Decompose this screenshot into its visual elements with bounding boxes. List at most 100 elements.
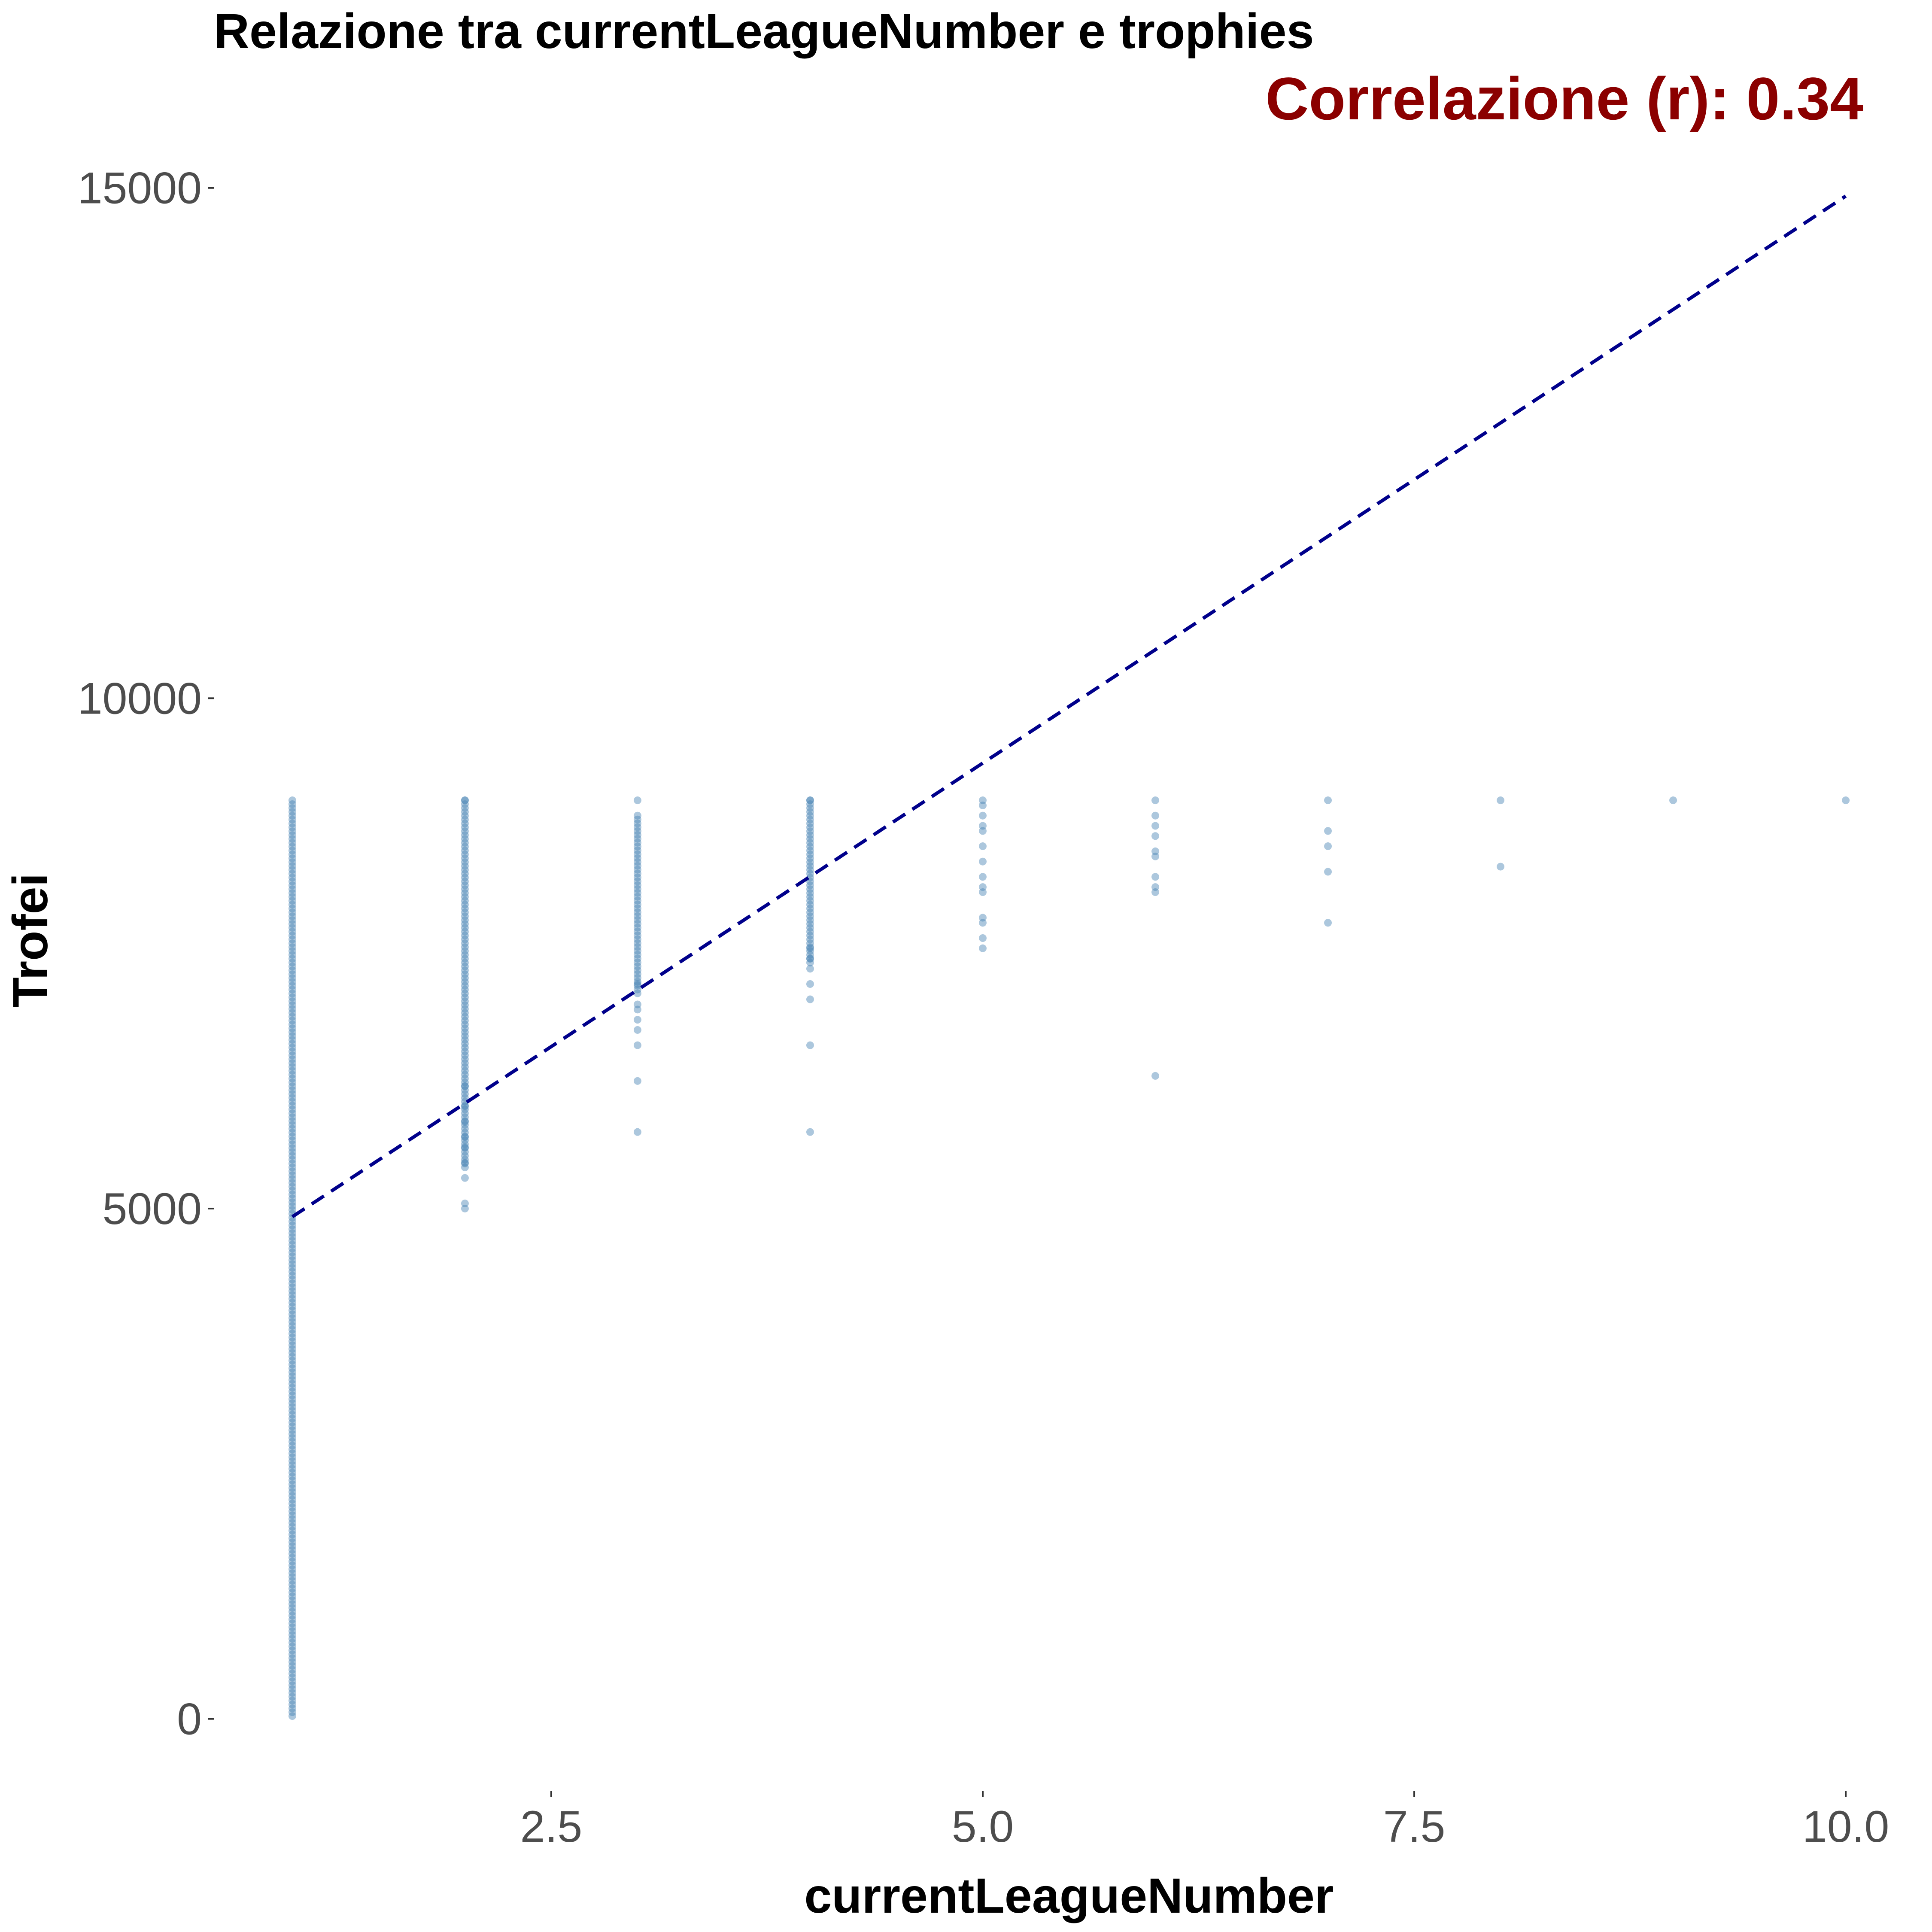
data-point (288, 1415, 296, 1423)
data-point (288, 1449, 296, 1458)
data-point (806, 924, 814, 932)
data-point (1324, 796, 1332, 805)
data-point (288, 866, 296, 874)
data-point (288, 1391, 296, 1400)
data-point (288, 990, 296, 998)
data-point (633, 842, 641, 851)
data-point (288, 1364, 296, 1373)
data-point (288, 986, 296, 994)
data-point (978, 811, 987, 820)
data-point (1151, 796, 1160, 805)
data-point (288, 1500, 296, 1508)
data-point (461, 905, 469, 913)
data-point (288, 1183, 296, 1191)
data-point (461, 1048, 469, 1056)
data-point (288, 1712, 296, 1720)
data-point (288, 1024, 296, 1033)
data-point (461, 912, 469, 920)
data-point (461, 1163, 469, 1172)
data-point (288, 796, 296, 805)
data-point (288, 920, 296, 928)
data-point (288, 1279, 296, 1288)
data-point (806, 943, 814, 951)
data-point (288, 812, 296, 820)
data-point (806, 866, 814, 874)
data-point (461, 1133, 469, 1141)
data-point (288, 1550, 296, 1558)
data-point (288, 1086, 296, 1094)
data-point (461, 847, 469, 855)
data-point (288, 808, 296, 816)
data-point (978, 883, 987, 891)
data-point (288, 1488, 296, 1496)
data-point (1497, 796, 1505, 805)
data-point (1324, 827, 1332, 835)
data-point (978, 796, 987, 805)
data-point (461, 1032, 469, 1040)
data-point (461, 1200, 469, 1208)
data-point (461, 1118, 469, 1126)
data-point (288, 1461, 296, 1469)
data-point (288, 908, 296, 917)
data-point (461, 963, 469, 971)
data-point (288, 1179, 296, 1187)
data-point (288, 1117, 296, 1125)
data-point (461, 1113, 469, 1121)
data-point (806, 839, 814, 847)
data-point (288, 1318, 296, 1326)
data-point (461, 854, 469, 863)
data-point (288, 912, 296, 920)
data-point (633, 819, 641, 827)
data-point (461, 885, 469, 893)
data-point (288, 924, 296, 932)
data-point (633, 916, 641, 924)
data-point (1324, 919, 1332, 927)
data-point (1669, 796, 1677, 805)
data-point (806, 889, 814, 897)
data-point (633, 835, 641, 843)
data-point (806, 920, 814, 928)
data-point (288, 1337, 296, 1346)
data-point (288, 1229, 296, 1237)
data-point (461, 936, 469, 944)
data-point (288, 1446, 296, 1454)
data-point (633, 923, 641, 932)
data-point (288, 1708, 296, 1716)
data-point (461, 1103, 469, 1111)
data-point (288, 916, 296, 924)
data-point (633, 951, 641, 959)
data-point (633, 989, 641, 997)
data-point (288, 1005, 296, 1013)
data-point (288, 1075, 296, 1083)
data-point (461, 974, 469, 982)
data-point (288, 874, 296, 882)
data-point (288, 1376, 296, 1384)
data-point (288, 1260, 296, 1268)
data-point (288, 1221, 296, 1230)
data-point (288, 1384, 296, 1392)
data-point (806, 847, 814, 855)
data-point (806, 936, 814, 944)
data-point (288, 951, 296, 959)
data-point (288, 1144, 296, 1152)
data-point (288, 1534, 296, 1543)
data-point (461, 1133, 469, 1141)
data-point (288, 1504, 296, 1512)
data-point (288, 1287, 296, 1295)
data-point (461, 993, 469, 1002)
data-point (461, 796, 469, 805)
data-point (633, 823, 641, 831)
data-point (461, 959, 469, 967)
data-point (288, 1573, 296, 1581)
data-point (288, 881, 296, 890)
data-point (288, 1704, 296, 1713)
data-point (461, 947, 469, 955)
data-point (288, 974, 296, 982)
correlation-annotation: Correlazione (r): 0.34 (1265, 65, 1863, 132)
data-point (461, 943, 469, 951)
data-point (461, 1125, 469, 1133)
data-point (288, 1515, 296, 1523)
data-point (461, 1063, 469, 1071)
data-point (288, 1357, 296, 1365)
